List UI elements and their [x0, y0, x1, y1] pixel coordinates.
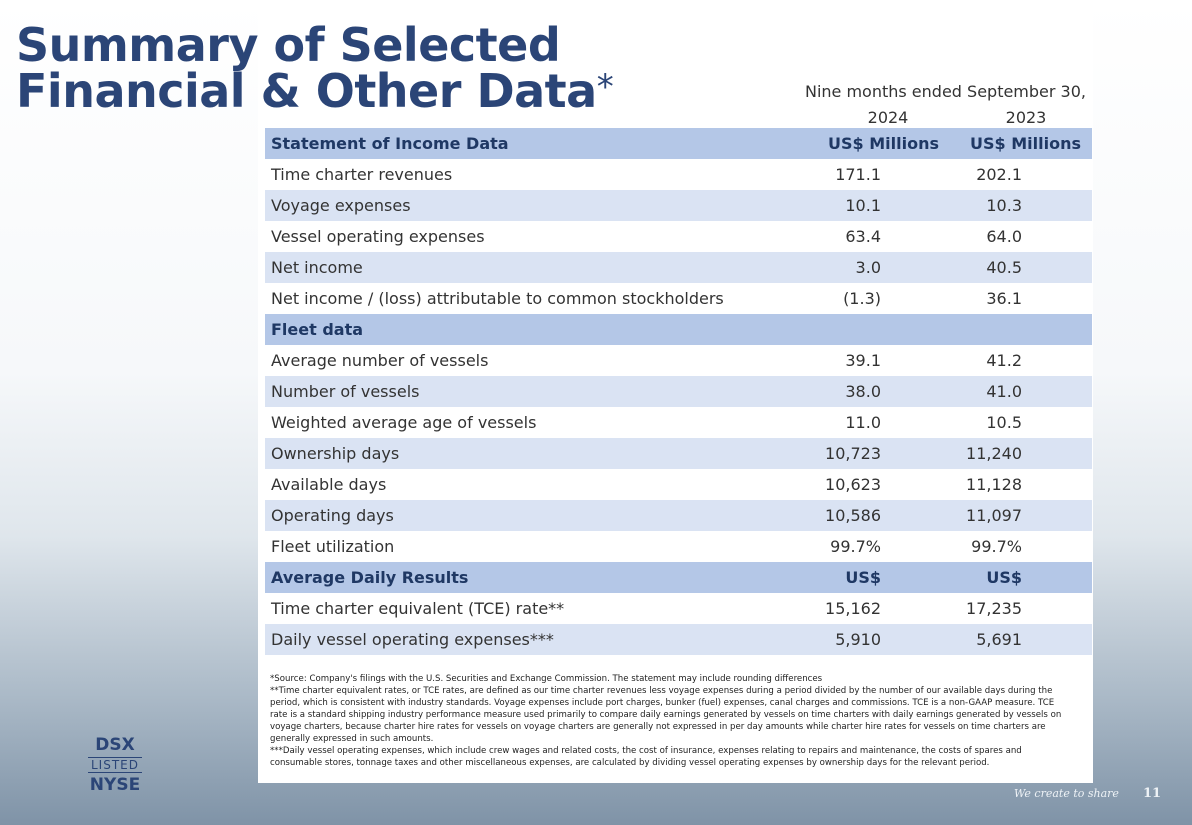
header-cell: Fleet data	[271, 320, 364, 339]
cell: 41.2	[986, 351, 1022, 370]
cell: 64.0	[986, 227, 1022, 246]
section-header: Fleet data	[265, 314, 1092, 345]
table-row: Net income 3.0 40.5	[265, 252, 1092, 283]
cell: Available days	[271, 475, 387, 494]
table-row: Time charter equivalent (TCE) rate** 15,1…	[265, 593, 1092, 624]
title-line: Financial & Other Data*	[16, 67, 614, 114]
cell: 38.0	[845, 382, 881, 401]
cell: Time charter revenues	[271, 165, 453, 184]
cell: Vessel operating expenses	[271, 227, 485, 246]
table-row: Ownership days 10,723 11,240	[265, 438, 1092, 469]
cell: 11.0	[845, 413, 881, 432]
table-row: Weighted average age of vessels 11.0 10.5	[265, 407, 1092, 438]
cell: Average number of vessels	[271, 351, 489, 370]
cell: 41.0	[986, 382, 1022, 401]
cell: (1.3)	[843, 289, 881, 308]
header-cell: US$ Millions	[970, 134, 1081, 153]
cell: Operating days	[271, 506, 394, 525]
header-cell: US$ Millions	[828, 134, 939, 153]
footnote: **Time charter equivalent rates, or TCE …	[270, 686, 1062, 744]
title-text: Financial & Other Data	[16, 64, 597, 118]
cell: Net income / (loss) attributable to comm…	[271, 289, 724, 308]
table-row: Voyage expenses 10.1 10.3	[265, 190, 1092, 221]
cell: 10,623	[825, 475, 881, 494]
table-row: Average number of vessels 39.1 41.2	[265, 345, 1092, 376]
table-row: Net income / (loss) attributable to comm…	[265, 283, 1092, 314]
cell: 171.1	[835, 165, 881, 184]
cell: 15,162	[825, 599, 881, 618]
table-row: Number of vessels 38.0 41.0	[265, 376, 1092, 407]
cell: Daily vessel operating expenses***	[271, 630, 554, 649]
logo: DSX LISTED NYSE	[80, 735, 150, 795]
table-row: Time charter revenues 171.1 202.1	[265, 159, 1092, 190]
footnotes: *Source: Company's filings with the U.S.…	[270, 673, 1070, 769]
section-header: Statement of Income Data US$ Millions US$ …	[265, 128, 1092, 159]
cell: 63.4	[845, 227, 881, 246]
footnote: ***Daily vessel operating expenses, whic…	[270, 746, 1022, 768]
title-line: Summary of Selected	[16, 18, 561, 72]
cell: 39.1	[845, 351, 881, 370]
cell: Fleet utilization	[271, 537, 395, 556]
cell: 11,097	[966, 506, 1022, 525]
cell: 5,691	[976, 630, 1022, 649]
cell: Time charter equivalent (TCE) rate**	[271, 599, 565, 618]
year: 2024	[867, 108, 909, 127]
cell: 11,240	[966, 444, 1022, 463]
table-row: Vessel operating expenses 63.4 64.0	[265, 221, 1092, 252]
title: Summary of Selected Financial & Other Da…	[16, 18, 614, 114]
logo-text: NYSE	[89, 775, 141, 795]
table-row: Operating days 10,586 11,097	[265, 500, 1092, 531]
cell: 99.7%	[830, 537, 881, 556]
cell: Weighted average age of vessels	[271, 413, 537, 432]
cell: 99.7%	[971, 537, 1022, 556]
period-label: Nine months ended September 30,	[804, 82, 1086, 101]
header-cell: Average Daily Results	[271, 568, 469, 587]
title-asterisk: *	[596, 67, 614, 107]
cell: Ownership days	[271, 444, 400, 463]
cell: 5,910	[835, 630, 881, 649]
year: 2023	[1005, 108, 1047, 127]
footnote: *Source: Company's filings with the U.S.…	[270, 674, 823, 684]
cell: 10,586	[825, 506, 881, 525]
cell: 17,235	[966, 599, 1022, 618]
cell: Net income	[271, 258, 363, 277]
cell: 11,128	[966, 475, 1022, 494]
header-cell: Statement of Income Data	[271, 134, 509, 153]
cell: 202.1	[976, 165, 1022, 184]
cell: 10.5	[986, 413, 1022, 432]
cell: 10,723	[825, 444, 881, 463]
tagline: We create to share	[1014, 787, 1119, 800]
table-row: Fleet utilization 99.7% 99.7%	[265, 531, 1092, 562]
table-row: Available days 10,623 11,128	[265, 469, 1092, 500]
cell: 40.5	[986, 258, 1022, 277]
page-number: 11	[1143, 786, 1162, 801]
header-cell: US$	[845, 568, 881, 587]
cell: 10.1	[845, 196, 881, 215]
cell: Number of vessels	[271, 382, 420, 401]
cell: 36.1	[986, 289, 1022, 308]
cell: 3.0	[855, 258, 881, 277]
cell: Voyage expenses	[271, 196, 411, 215]
section-header: Average Daily Results US$ US$	[265, 562, 1092, 593]
logo-text: LISTED	[88, 757, 142, 773]
cell: 10.3	[986, 196, 1022, 215]
logo-text: DSX	[95, 735, 135, 755]
table-row: Daily vessel operating expenses*** 5,910 5…	[265, 624, 1092, 655]
header-cell: US$	[986, 568, 1022, 587]
